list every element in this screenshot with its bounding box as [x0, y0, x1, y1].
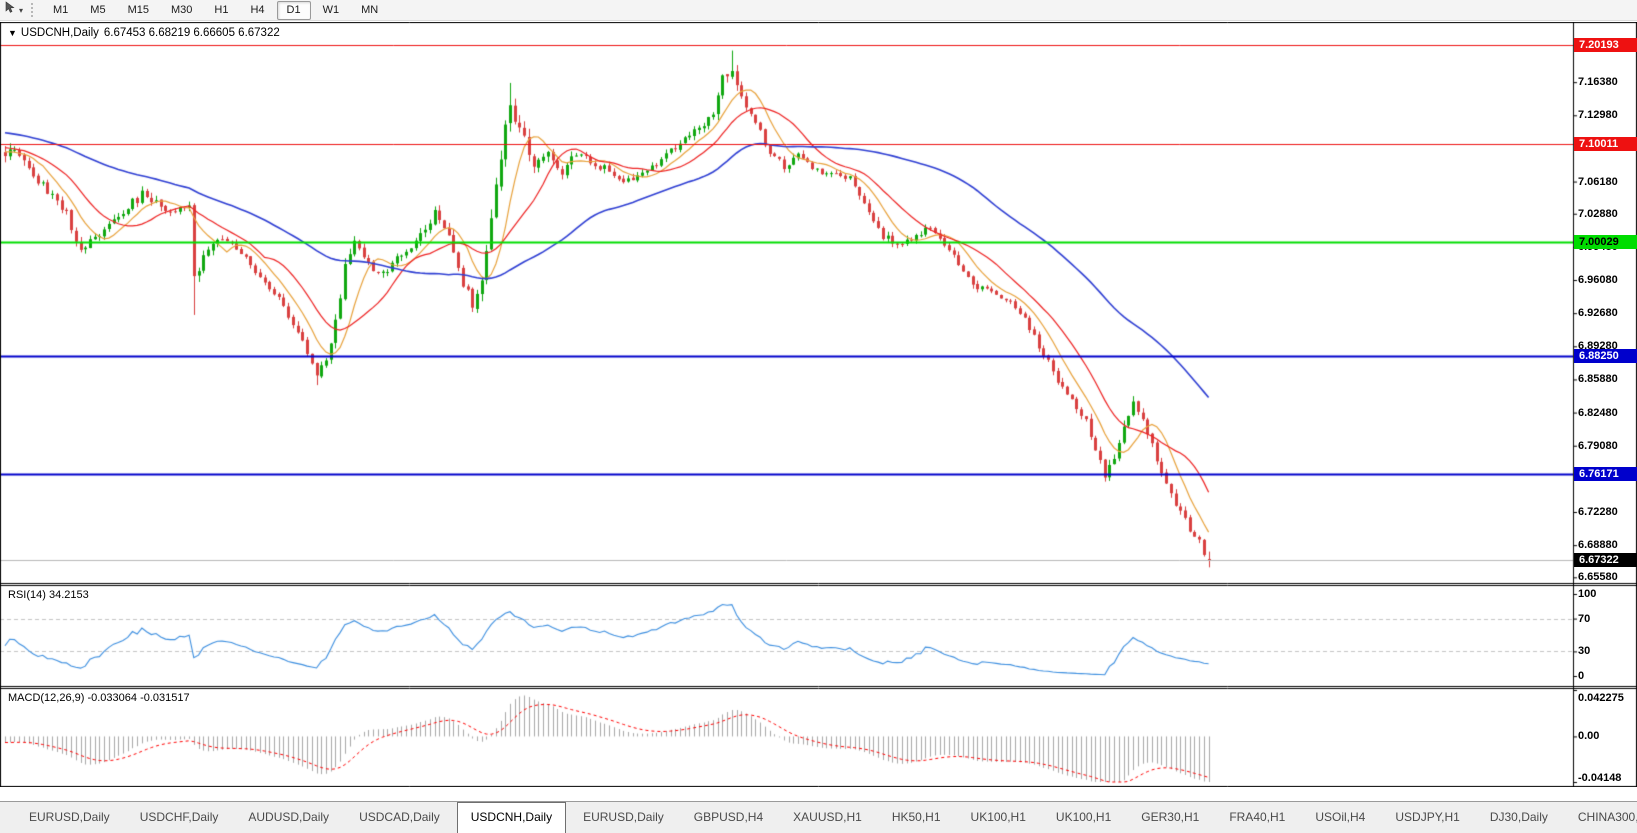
macd-indicator-label: MACD(12,26,9) -0.033064 -0.031517 — [8, 692, 190, 704]
price-chart-canvas[interactable] — [0, 22, 1637, 787]
level-price-badge: 6.76171 — [1574, 467, 1637, 482]
level-price-badge: 7.10011 — [1574, 137, 1637, 152]
cursor-tool-button[interactable]: ▾ — [4, 1, 23, 19]
price-tick-label: 6.82480 — [1578, 406, 1618, 419]
symbol-tab-eurusd-daily[interactable]: EURUSD,Daily — [583, 810, 664, 824]
price-tick-label: 7.06180 — [1578, 175, 1618, 188]
level-price-badge: 6.88250 — [1574, 349, 1637, 364]
timeframe-button-mn[interactable]: MN — [361, 3, 379, 16]
price-tick-label: 6.96080 — [1578, 274, 1618, 287]
symbol-tab-ger30-h1[interactable]: GER30,H1 — [1141, 810, 1200, 824]
timeframe-buttons: M1 M5 M15 M30 H1 H4 D1 W1 MN — [42, 0, 389, 20]
timeframe-button-w1[interactable]: W1 — [322, 3, 340, 16]
macd-tick-label: 0.00 — [1578, 730, 1600, 743]
level-price-badge: 7.20193 — [1574, 37, 1637, 52]
price-tick-label: 6.79080 — [1578, 439, 1618, 452]
symbol-tab-usdjpy-h1[interactable]: USDJPY,H1 — [1395, 810, 1460, 824]
timeframe-button-m30[interactable]: M30 — [170, 3, 193, 16]
symbol-tab-gbpusd-h4[interactable]: GBPUSD,H4 — [693, 810, 764, 824]
price-tick-label: 7.12980 — [1578, 109, 1618, 122]
price-tick-label: 6.92680 — [1578, 307, 1618, 320]
price-tick-label: 6.65580 — [1578, 571, 1618, 584]
timeframe-button-h4[interactable]: H4 — [250, 3, 265, 16]
chart-title: ▼ USDCNH,Daily 6.67453 6.68219 6.66605 6.6… — [8, 27, 280, 39]
symbol-tab-uk100-h1[interactable]: UK100,H1 — [970, 810, 1026, 824]
symbol-tab-china300-h1[interactable]: CHINA300,H1 — [1577, 810, 1637, 824]
rsi-indicator-label: RSI(14) 34.2153 — [8, 589, 89, 601]
dropdown-caret-icon[interactable]: ▾ — [19, 5, 24, 15]
symbol-tab-usdcad-daily[interactable]: USDCAD,Daily — [359, 810, 440, 824]
price-tick-label: 6.68880 — [1578, 539, 1618, 552]
price-tick-label: 7.16380 — [1578, 76, 1618, 89]
symbol-tab-uk100-h1[interactable]: UK100,H1 — [1055, 810, 1112, 824]
timeframe-button-m5[interactable]: M5 — [90, 3, 106, 16]
price-tick-label: 6.89280 — [1578, 340, 1618, 353]
price-tick-label: 7.02880 — [1578, 207, 1618, 220]
symbol-tab-audusd-daily[interactable]: AUDUSD,Daily — [248, 810, 330, 824]
rsi-tick-label: 30 — [1578, 645, 1591, 658]
symbol-tab-usoil-h4[interactable]: USOil,H4 — [1315, 810, 1366, 824]
symbol-tab-eurusd-daily[interactable]: EURUSD,Daily — [29, 810, 110, 824]
rsi-tick-label: 70 — [1578, 612, 1591, 625]
symbol-tab-dj30-daily[interactable]: DJ30,Daily — [1489, 810, 1548, 824]
timeframe-toolbar: ▾ M1 M5 M15 M30 H1 H4 D1 W1 MN — [0, 0, 1637, 21]
time-axis: 17 Oct 20195 Nov 201923 Nov 201912 Dec 2… — [0, 787, 1637, 801]
symbol-tab-hk50-h1[interactable]: HK50,H1 — [891, 810, 941, 824]
symbol-tab-bar: EURUSD,Daily USDCHF,Daily AUDUSD,Daily USDC… — [0, 801, 1637, 833]
symbol-tab-fra40-h1[interactable]: FRA40,H1 — [1229, 810, 1286, 824]
level-price-badge: 7.00029 — [1574, 234, 1637, 249]
symbol-tab-usdcnh-daily[interactable]: USDCNH,Daily — [456, 802, 567, 833]
symbol-tab-xauusd-h1[interactable]: XAUUSD,H1 — [793, 810, 862, 824]
toolbar-grip — [31, 3, 36, 17]
timeframe-button-m1[interactable]: M1 — [53, 3, 69, 16]
collapse-caret-icon[interactable]: ▼ — [8, 28, 17, 38]
rsi-tick-label: 0 — [1578, 670, 1585, 682]
symbol-tab-usdchf-daily[interactable]: USDCHF,Daily — [139, 810, 219, 824]
price-tick-label: 6.72280 — [1578, 506, 1618, 518]
chart-ohlc-values: 6.67453 6.68219 6.66605 6.67322 — [103, 27, 280, 39]
chart-symbol-label: USDCNH,Daily — [20, 27, 99, 39]
cursor-tool-icon — [4, 1, 17, 19]
macd-tick-label: -0.04148 — [1578, 772, 1622, 784]
timeframe-button-m15[interactable]: M15 — [127, 3, 149, 16]
rsi-tick-label: 100 — [1578, 588, 1597, 600]
macd-tick-label: 0.042275 — [1578, 692, 1624, 704]
timeframe-button-d1[interactable]: D1 — [276, 0, 311, 20]
timeframe-button-h1[interactable]: H1 — [214, 3, 229, 16]
price-tick-label: 6.85880 — [1578, 373, 1618, 386]
bid-price-badge: 6.67322 — [1574, 553, 1637, 568]
